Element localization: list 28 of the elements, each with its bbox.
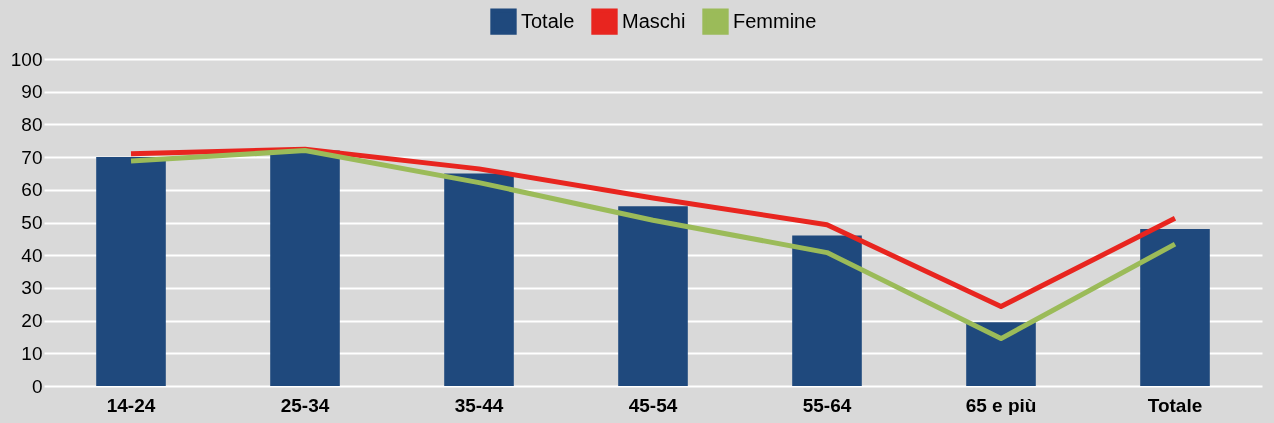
y-tick-label: 100 bbox=[10, 48, 43, 70]
x-tick-label: 55-64 bbox=[802, 394, 852, 416]
y-tick-label: 80 bbox=[21, 113, 43, 135]
x-tick-label: 25-34 bbox=[280, 394, 330, 416]
y-tick-label: 50 bbox=[21, 212, 43, 233]
y-tick-label: 60 bbox=[21, 179, 43, 201]
legend-label: Totale bbox=[521, 9, 575, 32]
bar bbox=[966, 322, 1036, 386]
bar bbox=[96, 157, 166, 386]
y-tick-label: 70 bbox=[21, 146, 43, 168]
legend-label: Femmine bbox=[733, 9, 817, 32]
y-tick-label: 0 bbox=[31, 375, 43, 397]
bar bbox=[618, 206, 688, 386]
x-tick-label: 35-44 bbox=[454, 394, 504, 416]
x-tick-label: 45-54 bbox=[628, 394, 678, 416]
bar bbox=[270, 150, 340, 386]
bar bbox=[444, 173, 514, 386]
x-tick-label: 14-24 bbox=[106, 394, 156, 416]
x-tick-label: 65 e più bbox=[965, 394, 1037, 416]
bar bbox=[792, 235, 862, 386]
bar bbox=[1140, 229, 1210, 386]
y-tick-label: 40 bbox=[21, 244, 43, 266]
x-tick-label: Totale bbox=[1147, 394, 1203, 416]
y-tick-label: 90 bbox=[21, 81, 43, 103]
y-tick-label: 20 bbox=[21, 310, 43, 332]
y-tick-label: 30 bbox=[21, 277, 43, 299]
y-tick-label: 10 bbox=[21, 342, 43, 364]
legend-label: Maschi bbox=[622, 9, 686, 32]
